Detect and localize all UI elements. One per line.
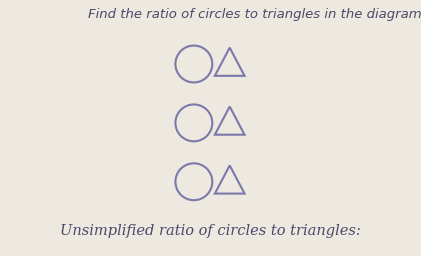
Text: Unsimplified ratio of circles to triangles:: Unsimplified ratio of circles to triangl… bbox=[60, 224, 361, 238]
Text: Find the ratio of circles to triangles in the diagram below.: Find the ratio of circles to triangles i… bbox=[88, 8, 421, 21]
